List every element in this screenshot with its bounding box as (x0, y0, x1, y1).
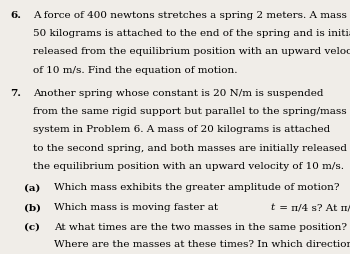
Text: (c): (c) (24, 223, 40, 232)
Text: At what times are the two masses in the same position?: At what times are the two masses in the … (54, 223, 347, 232)
Text: Which mass is moving faster at: Which mass is moving faster at (54, 203, 222, 212)
Text: system in Problem 6. A mass of 20 kilograms is attached: system in Problem 6. A mass of 20 kilogr… (33, 125, 330, 134)
Text: t: t (270, 203, 274, 212)
Text: A force of 400 newtons stretches a spring 2 meters. A mass of: A force of 400 newtons stretches a sprin… (33, 11, 350, 20)
Text: 6.: 6. (10, 11, 21, 20)
Text: (a): (a) (24, 183, 40, 192)
Text: 50 kilograms is attached to the end of the spring and is initially: 50 kilograms is attached to the end of t… (33, 29, 350, 38)
Text: released from the equilibrium position with an upward velocity: released from the equilibrium position w… (33, 47, 350, 56)
Text: Another spring whose constant is 20 N/m is suspended: Another spring whose constant is 20 N/m … (33, 89, 324, 98)
Text: from the same rigid support but parallel to the spring/mass: from the same rigid support but parallel… (33, 107, 347, 116)
Text: the equilibrium position with an upward velocity of 10 m/s.: the equilibrium position with an upward … (33, 162, 344, 171)
Text: Where are the masses at these times? In which directions: Where are the masses at these times? In … (54, 240, 350, 249)
Text: of 10 m/s. Find the equation of motion.: of 10 m/s. Find the equation of motion. (33, 66, 238, 74)
Text: to the second spring, and both masses are initially released from: to the second spring, and both masses ar… (33, 144, 350, 153)
Text: 7.: 7. (10, 89, 21, 98)
Text: Which mass exhibits the greater amplitude of motion?: Which mass exhibits the greater amplitud… (54, 183, 340, 192)
Text: (b): (b) (24, 203, 41, 212)
Text: = π/4 s? At π/2 s?: = π/4 s? At π/2 s? (275, 203, 350, 212)
